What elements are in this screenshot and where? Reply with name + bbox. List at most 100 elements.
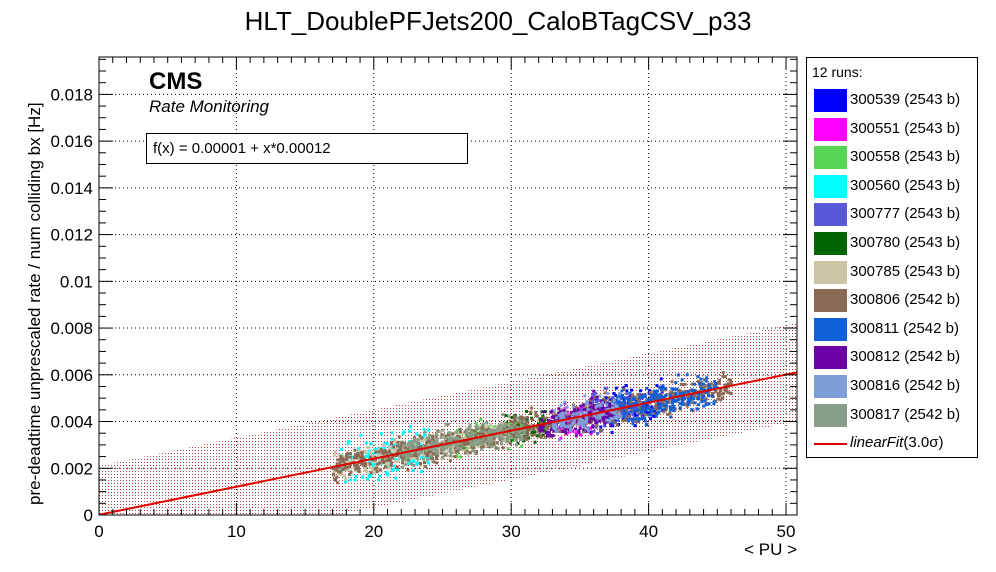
data-point	[662, 399, 666, 403]
data-point	[372, 470, 376, 474]
data-point	[418, 438, 422, 442]
data-point	[546, 426, 550, 430]
data-point	[558, 430, 562, 434]
data-point	[415, 461, 419, 465]
data-point	[642, 405, 646, 409]
data-point	[688, 389, 692, 393]
data-point	[336, 458, 340, 462]
data-point	[518, 428, 522, 432]
data-point	[488, 428, 492, 432]
data-point	[369, 454, 373, 458]
data-point	[559, 424, 563, 428]
data-point	[596, 431, 600, 435]
data-point	[538, 429, 542, 433]
data-point	[648, 417, 652, 421]
data-point	[486, 439, 490, 443]
data-point	[449, 433, 453, 437]
data-point	[490, 439, 494, 443]
data-point	[611, 424, 615, 428]
data-point	[615, 404, 619, 408]
y-tick-label: 0.008	[50, 319, 93, 338]
data-point	[726, 382, 730, 386]
data-point	[496, 447, 500, 451]
data-point	[674, 381, 678, 385]
data-point	[466, 452, 470, 456]
data-point	[381, 451, 385, 455]
data-point	[420, 450, 424, 454]
data-point	[639, 412, 643, 416]
data-point	[459, 447, 463, 451]
data-point	[621, 404, 625, 408]
data-point	[475, 440, 479, 444]
data-point	[475, 443, 479, 447]
data-point	[591, 424, 595, 428]
data-point	[482, 428, 486, 432]
data-point	[374, 458, 378, 462]
data-point	[707, 383, 711, 387]
data-point	[710, 394, 714, 398]
data-point	[368, 460, 372, 464]
data-point	[697, 395, 701, 399]
data-point	[403, 458, 407, 462]
data-point	[474, 440, 478, 444]
data-point	[337, 470, 341, 474]
data-point	[418, 436, 422, 440]
data-point	[525, 424, 529, 428]
data-point	[650, 393, 654, 397]
data-point	[392, 443, 396, 447]
data-point	[584, 418, 588, 422]
data-point	[368, 462, 372, 466]
data-point	[480, 446, 484, 450]
data-point	[497, 436, 501, 440]
data-point	[421, 440, 425, 444]
data-point	[396, 453, 400, 457]
data-point	[693, 382, 697, 386]
data-point	[423, 465, 427, 469]
data-point	[436, 451, 440, 455]
data-point	[331, 473, 335, 477]
data-point	[584, 411, 588, 415]
data-point	[648, 390, 652, 394]
data-point	[592, 405, 596, 409]
data-point	[718, 378, 722, 382]
legend-swatch	[814, 260, 847, 284]
data-point	[505, 423, 509, 427]
data-point	[507, 435, 511, 439]
data-point	[638, 395, 642, 399]
data-point	[592, 410, 596, 414]
data-point	[429, 454, 433, 458]
data-point	[445, 446, 449, 450]
data-point	[366, 445, 370, 449]
data-point	[458, 444, 462, 448]
data-point	[556, 416, 560, 420]
data-point	[550, 415, 554, 419]
data-point	[589, 432, 593, 436]
data-point	[576, 419, 580, 423]
data-point	[353, 478, 357, 482]
data-point	[346, 468, 350, 472]
data-point	[643, 413, 647, 417]
data-point	[681, 383, 685, 387]
data-point	[510, 438, 514, 442]
data-point	[655, 384, 659, 388]
data-point	[581, 405, 585, 409]
data-point	[703, 399, 707, 403]
data-point	[642, 409, 646, 413]
data-point	[603, 421, 607, 425]
data-point	[364, 464, 368, 468]
data-point	[688, 400, 692, 404]
data-point	[692, 396, 696, 400]
data-point	[608, 397, 612, 401]
data-point	[565, 405, 569, 409]
data-point	[705, 376, 709, 380]
data-point	[637, 404, 641, 408]
y-tick-label: 0.014	[50, 179, 93, 198]
data-point	[604, 408, 608, 412]
data-point	[725, 386, 729, 390]
legend-swatch	[814, 346, 847, 370]
data-point	[697, 403, 701, 407]
data-point	[373, 461, 377, 465]
legend-label: 300811 (2542 b)	[850, 319, 959, 337]
data-point	[613, 401, 617, 405]
data-point	[613, 411, 617, 415]
